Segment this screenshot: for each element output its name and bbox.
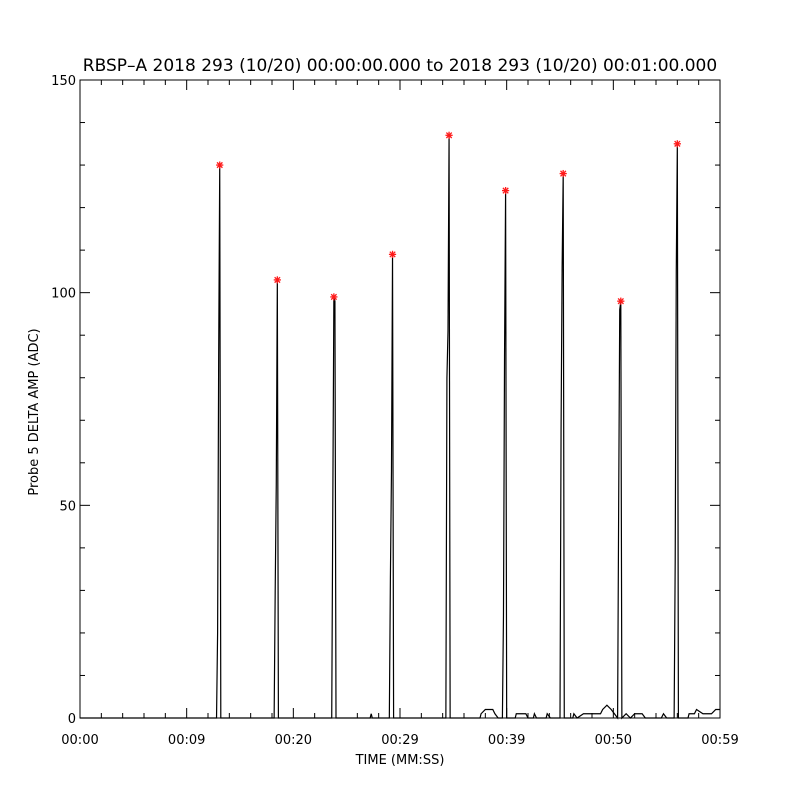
peak-marker <box>445 131 453 139</box>
peak-marker <box>673 140 681 148</box>
x-tick-label: 00:39 <box>488 733 525 748</box>
x-tick-label: 00:59 <box>701 733 738 748</box>
series-line <box>80 135 720 720</box>
x-axis-ticks: 00:00 00:09 00:20 00:29 00:39 00:50 00:59 <box>61 80 739 748</box>
x-tick-label: 00:20 <box>275 733 312 748</box>
y-axis-ticks: 0 50 100 150 <box>51 74 720 727</box>
peak-marker <box>273 276 281 284</box>
peak-marker <box>330 293 338 301</box>
peak-marker-layer <box>216 131 681 305</box>
y-tick-label: 150 <box>51 74 76 89</box>
series-layer <box>80 135 720 720</box>
peak-marker <box>502 186 510 195</box>
x-tick-label: 00:00 <box>61 733 98 748</box>
x-tick-label: 00:09 <box>168 733 205 748</box>
y-tick-label: 50 <box>59 499 76 514</box>
plot-frame <box>79 79 721 719</box>
peak-marker <box>559 169 567 178</box>
y-axis-label: Probe 5 DELTA AMP (ADC) <box>27 328 42 495</box>
peak-marker <box>388 250 397 258</box>
x-tick-label: 00:29 <box>381 733 418 748</box>
chart-title: RBSP–A 2018 293 (10/20) 00:00:00.000 to … <box>83 56 717 76</box>
x-tick-label: 00:50 <box>595 733 632 748</box>
peak-marker <box>617 297 625 305</box>
x-axis-label: TIME (MM:SS) <box>355 753 445 768</box>
y-tick-label: 100 <box>51 287 76 302</box>
peak-marker <box>216 161 224 169</box>
y-tick-label: 0 <box>68 712 76 727</box>
